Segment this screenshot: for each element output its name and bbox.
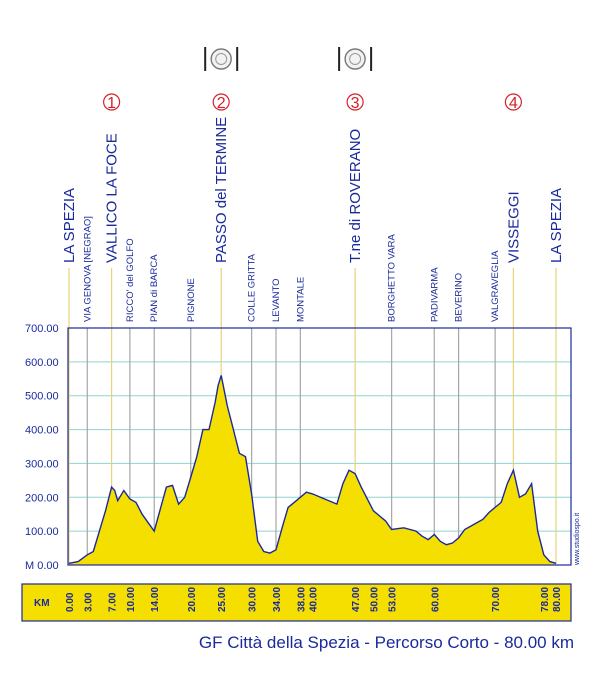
plate-icon: [210, 48, 232, 70]
waypoint-label-major: VISSEGGI: [505, 191, 522, 263]
km-bar-title: KM: [34, 598, 50, 609]
waypoint-label-major: LA SPEZIA: [548, 188, 565, 263]
waypoint-label: PADIVARMA: [429, 267, 440, 322]
km-tick-label: 34.00: [272, 587, 283, 612]
km-tick-label: 60.00: [430, 587, 441, 612]
plate-inner-icon: [349, 53, 362, 65]
climb-marker-circle: [103, 93, 121, 111]
waypoint-label: BEVERINO: [454, 273, 465, 322]
km-tick-label: 78.00: [540, 587, 551, 612]
y-tick-label: 200.00: [25, 492, 59, 504]
profile-line: [68, 375, 557, 564]
km-bar: KM: [21, 583, 572, 622]
km-tick-label: 38.00: [296, 587, 307, 612]
km-tick-labels: 0.00 3.00 7.00 10.00 14.00 20.00 25.00 30.00 34.…: [65, 587, 563, 612]
km-tick-label: 0.00: [65, 592, 76, 612]
km-tick-label: 3.00: [83, 592, 94, 612]
plot-border: [67, 327, 572, 566]
waypoint-label-major: T.ne di ROVERANO: [347, 129, 364, 263]
waypoint-label: LEVANTO: [271, 279, 282, 322]
waypoint-label: MONTALE: [295, 277, 306, 322]
km-tick-label: 40.00: [309, 587, 320, 612]
y-tick-label: M 0.00: [25, 560, 59, 572]
waypoint-label: COLLE GRITTA: [247, 253, 258, 322]
climb-marker-number: 1: [107, 95, 116, 112]
waypoint-label: PIAN di BARCA: [149, 254, 160, 322]
km-tick-label: 20.00: [187, 587, 198, 612]
waypoint-label-major: LA SPEZIA: [61, 188, 78, 263]
km-tick-label: 25.00: [217, 587, 228, 612]
y-tick-label: 700.00: [25, 323, 59, 335]
waypoint-label-major: PASSO del TERMINE: [213, 117, 230, 263]
km-tick-label: 53.00: [388, 587, 399, 612]
climb-marker-number: 3: [351, 95, 360, 112]
km-tick-label: 10.00: [126, 587, 137, 612]
waypoint-labels: LA SPEZIA VIA GENOVA [NEGRAO] VALLICO LA F…: [61, 117, 565, 322]
plot-frame: [67, 327, 572, 566]
food-stop-icon: [338, 47, 373, 71]
climb-marker-circle: [504, 93, 522, 111]
y-axis-labels: M 0.00 100.00 200.00 300.00 400.00 500.00 600.…: [25, 323, 59, 572]
waypoint-label: VIA GENOVA [NEGRAO]: [82, 216, 93, 322]
y-tick-label: 500.00: [25, 391, 59, 403]
climb-marker-circle: [212, 93, 230, 111]
climb-markers: 1 2 3 4: [103, 93, 522, 112]
km-tick-label: 80.00: [552, 587, 563, 612]
km-tick-label: 47.00: [351, 587, 362, 612]
y-tick-label: 100.00: [25, 526, 59, 538]
y-tick-label: 300.00: [25, 458, 59, 470]
km-tick-label: 7.00: [108, 592, 119, 612]
waypoint-label: VALGRAVEGLIA: [490, 250, 501, 322]
climb-marker-circle: [346, 93, 364, 111]
chart-title: GF Città della Spezia - Percorso Corto -…: [199, 633, 574, 652]
food-stop-icons: [204, 47, 373, 71]
credit-text: www.studiospo.it: [574, 513, 581, 566]
waypoint-label: BORGHETTO VARA: [387, 234, 398, 322]
y-tick-label: 600.00: [25, 357, 59, 369]
waypoint-label: PIGNONE: [186, 278, 197, 322]
food-stop-icon: [204, 47, 239, 71]
km-tick-label: 14.00: [150, 587, 161, 612]
waypoint-label-major: VALLICO LA FOCE: [104, 133, 121, 263]
elevation-profile: [68, 375, 557, 565]
y-tick-label: 400.00: [25, 425, 59, 437]
km-tick-label: 50.00: [369, 587, 380, 612]
climb-marker-number: 4: [509, 95, 518, 112]
climb-marker-number: 2: [217, 95, 226, 112]
km-tick-label: 70.00: [491, 587, 502, 612]
km-bar-background: [21, 583, 572, 622]
plate-inner-icon: [215, 53, 228, 65]
profile-area: [69, 375, 556, 565]
plate-icon: [344, 48, 366, 70]
km-tick-label: 30.00: [248, 587, 259, 612]
waypoint-label: RICCO' del GOLFO: [125, 238, 136, 322]
